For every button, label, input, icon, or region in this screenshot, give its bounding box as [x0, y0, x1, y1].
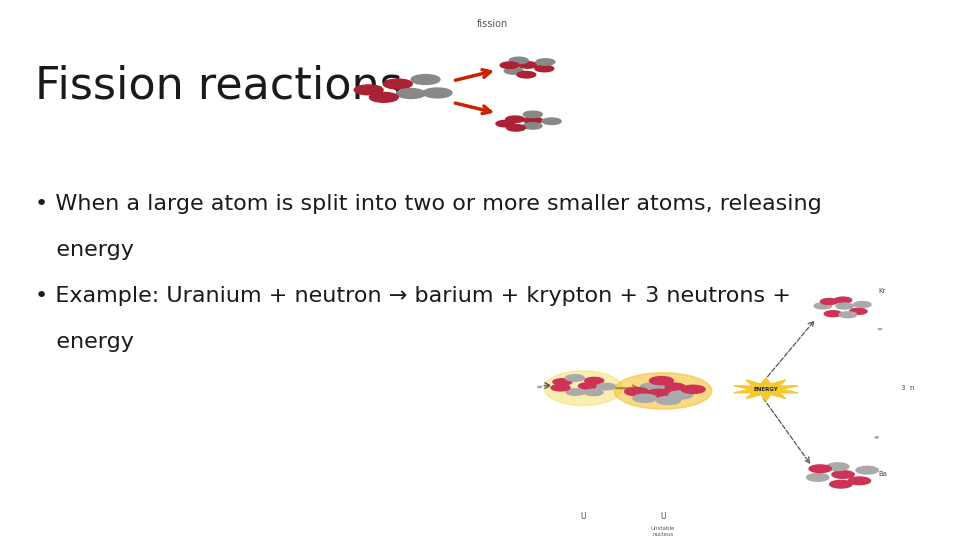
Ellipse shape — [821, 299, 838, 305]
Polygon shape — [733, 378, 798, 401]
Text: energy: energy — [36, 332, 134, 352]
Ellipse shape — [535, 65, 554, 72]
Text: energy: energy — [36, 240, 134, 260]
Ellipse shape — [875, 437, 878, 438]
Ellipse shape — [566, 389, 585, 395]
Ellipse shape — [542, 118, 562, 125]
Text: fission: fission — [477, 19, 508, 29]
Ellipse shape — [538, 386, 541, 388]
Ellipse shape — [506, 116, 524, 123]
Text: • Example: Uranium + neutron → barium + krypton + 3 neutrons +: • Example: Uranium + neutron → barium + … — [36, 286, 791, 306]
Ellipse shape — [585, 377, 604, 384]
Text: Kr: Kr — [878, 288, 886, 294]
Ellipse shape — [523, 123, 542, 129]
Text: • When a large atom is split into two or more smaller atoms, releasing: • When a large atom is split into two or… — [36, 194, 823, 214]
Ellipse shape — [814, 303, 831, 309]
Ellipse shape — [396, 89, 425, 98]
Ellipse shape — [625, 388, 649, 396]
Ellipse shape — [669, 391, 693, 399]
Ellipse shape — [647, 389, 670, 397]
Ellipse shape — [496, 120, 515, 127]
Ellipse shape — [500, 62, 519, 69]
Ellipse shape — [839, 312, 856, 318]
Ellipse shape — [661, 383, 685, 391]
Ellipse shape — [518, 62, 537, 68]
Ellipse shape — [829, 481, 852, 488]
Ellipse shape — [523, 111, 542, 118]
Ellipse shape — [633, 394, 657, 402]
Ellipse shape — [878, 328, 881, 329]
Ellipse shape — [544, 371, 622, 406]
Text: Ba: Ba — [878, 471, 888, 477]
Ellipse shape — [370, 92, 398, 102]
Ellipse shape — [516, 71, 536, 78]
Ellipse shape — [507, 125, 525, 131]
Ellipse shape — [551, 384, 570, 391]
Ellipse shape — [853, 301, 871, 307]
Ellipse shape — [806, 474, 829, 481]
Ellipse shape — [894, 388, 897, 389]
Ellipse shape — [411, 75, 440, 84]
Ellipse shape — [657, 396, 681, 404]
Ellipse shape — [827, 463, 849, 470]
Ellipse shape — [536, 59, 555, 65]
Ellipse shape — [565, 375, 585, 381]
Text: 3  n: 3 n — [900, 385, 914, 391]
Ellipse shape — [682, 385, 705, 394]
Ellipse shape — [510, 57, 528, 64]
Ellipse shape — [423, 88, 452, 98]
Ellipse shape — [597, 383, 615, 390]
Ellipse shape — [809, 465, 831, 472]
Ellipse shape — [834, 297, 852, 303]
Ellipse shape — [650, 376, 673, 385]
Text: Unstable
nucleus: Unstable nucleus — [651, 526, 675, 537]
Ellipse shape — [504, 68, 523, 74]
Ellipse shape — [579, 383, 597, 389]
Ellipse shape — [383, 79, 412, 89]
Ellipse shape — [856, 467, 878, 474]
Ellipse shape — [836, 303, 853, 309]
Text: U: U — [581, 512, 586, 521]
Text: Fission reactions: Fission reactions — [36, 65, 403, 107]
Ellipse shape — [849, 477, 871, 484]
Ellipse shape — [553, 379, 572, 385]
Ellipse shape — [832, 471, 854, 478]
Ellipse shape — [614, 373, 711, 409]
Ellipse shape — [523, 117, 542, 124]
Ellipse shape — [825, 310, 842, 316]
Ellipse shape — [354, 85, 383, 95]
Text: ENERGY: ENERGY — [754, 387, 779, 392]
Ellipse shape — [640, 383, 664, 391]
Ellipse shape — [850, 308, 867, 314]
Ellipse shape — [585, 389, 603, 396]
Text: U: U — [660, 512, 665, 521]
